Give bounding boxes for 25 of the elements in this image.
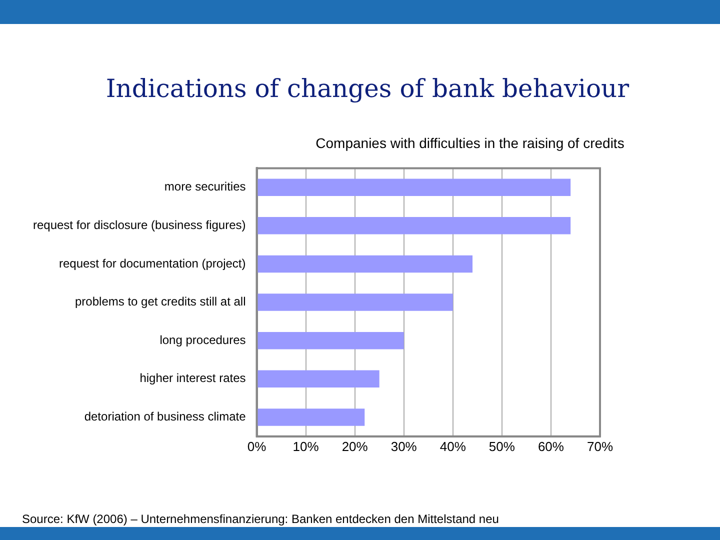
x-tick-label: 0% [247,438,267,454]
y-tick-label: problems to get credits still at all [75,294,246,309]
chart-title: Indications of changes of bank behaviour [104,74,630,103]
y-tick-label: detoriation of business climate [84,410,246,424]
bar [257,370,380,388]
bar [257,408,365,426]
x-tick-label: 20% [342,438,368,454]
x-tick-label: 60% [538,438,564,454]
chart-subtitle: Companies with difficulties in the raising of credits [314,135,626,151]
x-tick-label: 30% [390,438,418,454]
x-tick-label: 70% [586,438,614,454]
bar [257,217,571,234]
bar [257,255,473,273]
bar [257,332,404,350]
y-tick-label: long procedures [160,332,246,347]
source-note: Source: KfW (2006) – Unternehmensfinanzierung: Banken entdecken den Mittelstand neu [22,512,499,526]
y-tick-label: more securities [164,180,246,194]
x-tick-label: 50% [488,438,516,454]
bar [257,294,453,311]
y-tick-label: request for documentation (project) [58,256,246,270]
y-tick-label: request for disclosure (business figures) [32,218,246,232]
y-tick-label: higher interest rates [140,371,246,386]
x-tick-label: 40% [440,438,466,454]
bar [257,178,571,196]
x-tick-label: 10% [292,438,320,454]
